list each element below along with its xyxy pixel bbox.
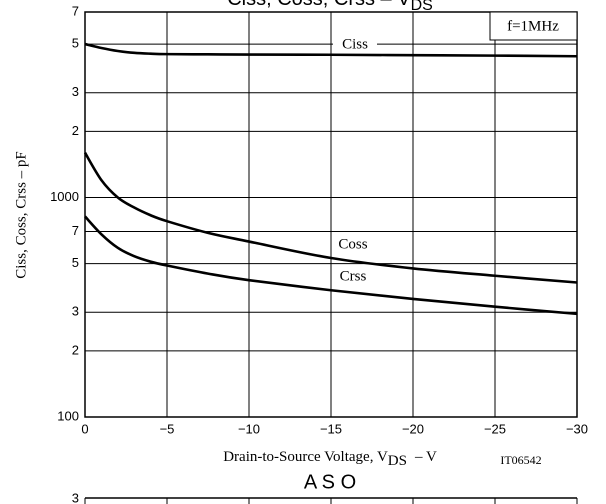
- y-tick-label: 2: [72, 123, 79, 138]
- x-tick-label: −20: [402, 421, 424, 436]
- x-tick-label: −30: [566, 421, 588, 436]
- x-tick-label: 0: [81, 421, 88, 436]
- xlabel-sub: DS: [388, 453, 407, 469]
- title-text: Ciss, Coss, Crss – V: [227, 0, 411, 10]
- title-sub: DS: [411, 0, 433, 14]
- labels: 0 −5 −10 −15 −20 −25 −30 100 2 3 5 7 1000 2 3 5 7 3 Ciss Co…: [50, 3, 588, 504]
- condition: f=1MHz: [507, 18, 559, 34]
- x-tick-label: −15: [320, 421, 342, 436]
- curves: [83, 42, 578, 316]
- xlabel-text: Drain-to-Source Voltage, V: [223, 449, 388, 465]
- series-line: [84, 215, 578, 316]
- plot-frame: [84, 11, 578, 418]
- next-chart-title: A S O: [304, 471, 356, 493]
- figure-id: IT06542: [500, 453, 541, 467]
- legend-label: Coss: [338, 236, 367, 252]
- x-tick-label: −10: [238, 421, 260, 436]
- condition-box: [489, 11, 578, 41]
- chart-title: Ciss, Coss, Crss – VDS: [227, 0, 433, 14]
- label-bg: [333, 36, 377, 53]
- series-line: [83, 152, 578, 284]
- y-tick-label: 5: [72, 36, 79, 51]
- y-tick-label: 5: [72, 255, 79, 270]
- y-tick-label: 7: [72, 223, 79, 238]
- next-chart-y-tick: 3: [72, 490, 79, 504]
- legend-label: Crss: [340, 269, 367, 285]
- x-tick-label: −5: [160, 421, 175, 436]
- x-tick-label: −25: [484, 421, 506, 436]
- y-tick-label: 7: [72, 3, 79, 18]
- y-tick-label: 1000: [50, 189, 79, 204]
- y-tick-label: 3: [72, 304, 79, 319]
- legend-label: Ciss: [342, 37, 368, 53]
- y-axis-label: Ciss, Coss, Crss – pF: [13, 151, 29, 279]
- x-axis-label: Drain-to-Source Voltage, VDS – V: [223, 449, 437, 469]
- y-tick-label: 100: [57, 408, 79, 423]
- xlabel-suffix: – V: [414, 449, 437, 465]
- y-tick-label: 3: [72, 84, 79, 99]
- y-tick-label: 2: [72, 342, 79, 357]
- series-line: [84, 42, 578, 58]
